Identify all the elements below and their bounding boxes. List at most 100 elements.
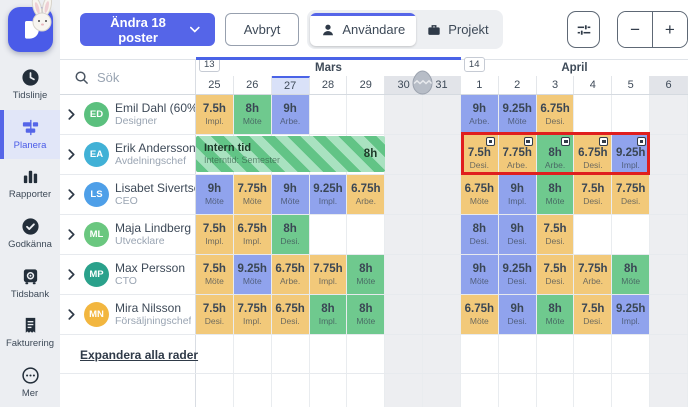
day-header[interactable]: 6 bbox=[650, 76, 688, 94]
row-expander-chevron[interactable] bbox=[68, 109, 78, 120]
schedule-cell[interactable]: 7.5h Desi. bbox=[196, 295, 234, 334]
row-expander-chevron[interactable] bbox=[68, 189, 78, 200]
shift-block[interactable]: 9.25h Möte bbox=[233, 255, 271, 294]
day-header[interactable]: 1 bbox=[461, 76, 499, 94]
zoom-in-button[interactable]: + bbox=[652, 12, 687, 47]
sidebar-item-rapporter[interactable]: Rapporter bbox=[0, 159, 60, 209]
sidebar-item-tidslinje[interactable]: Tidslinje bbox=[0, 60, 60, 110]
shift-block[interactable]: 6.75h Arbe. bbox=[271, 255, 309, 294]
schedule-cell[interactable] bbox=[423, 255, 461, 294]
schedule-cell[interactable] bbox=[650, 295, 688, 334]
schedule-cell[interactable] bbox=[650, 95, 688, 134]
schedule-cell[interactable]: 9.25h Desi. bbox=[498, 255, 537, 294]
shift-block[interactable]: 8h Möte bbox=[347, 255, 385, 294]
schedule-cell[interactable] bbox=[612, 215, 651, 254]
schedule-cell[interactable]: 7.75h Möte bbox=[233, 175, 272, 214]
expand-all-rows-link[interactable]: Expandera alla rader bbox=[80, 348, 199, 362]
shift-block[interactable]: 9h Möte bbox=[271, 175, 309, 214]
shift-block[interactable]: 7.75h Impl. bbox=[233, 295, 271, 334]
day-header[interactable]: 30 bbox=[385, 76, 424, 94]
shift-block[interactable]: 7.75h Arbe. bbox=[498, 135, 536, 174]
shift-block[interactable]: 7.5h Impl. bbox=[196, 95, 233, 134]
schedule-cell[interactable]: 7.75h Arbe. bbox=[498, 135, 537, 174]
shift-block[interactable]: 9.25h Impl. bbox=[612, 135, 650, 174]
day-header[interactable]: 2 bbox=[499, 76, 537, 94]
schedule-cell[interactable]: 8h Möte bbox=[536, 175, 575, 214]
shift-block[interactable]: 9h Arbe. bbox=[271, 95, 309, 134]
shift-block[interactable]: 6.75h Möte bbox=[460, 175, 498, 214]
shift-block[interactable]: 8h Möte bbox=[347, 295, 385, 334]
schedule-cell[interactable]: 9h Desi. bbox=[498, 215, 537, 254]
filter-settings-button[interactable] bbox=[566, 11, 601, 48]
schedule-cell[interactable]: 7.75h Impl. bbox=[233, 295, 272, 334]
schedule-cell[interactable] bbox=[310, 95, 348, 134]
shift-block[interactable]: 9h Desi. bbox=[498, 295, 536, 334]
schedule-cell[interactable]: 7.5h Desi. bbox=[574, 295, 613, 334]
schedule-cell[interactable]: 7.5h Desi. bbox=[536, 255, 575, 294]
zoom-out-button[interactable]: − bbox=[618, 12, 653, 47]
cell-checkbox[interactable] bbox=[599, 137, 609, 146]
shift-block[interactable]: 7.5h Desi. bbox=[196, 295, 233, 334]
schedule-cell[interactable]: 9h Arbe. bbox=[271, 95, 310, 134]
schedule-cell[interactable]: 7.5h Impl. bbox=[196, 95, 234, 134]
schedule-cell[interactable] bbox=[423, 175, 461, 214]
schedule-cell[interactable]: 8h Arbe. bbox=[536, 135, 575, 174]
schedule-cell[interactable] bbox=[612, 95, 651, 134]
schedule-cell[interactable]: 7.75h Desi. bbox=[612, 175, 651, 214]
day-header[interactable]: 29 bbox=[347, 76, 386, 94]
shift-block[interactable]: 6.75h Arbe. bbox=[347, 175, 385, 214]
schedule-cell[interactable] bbox=[385, 295, 424, 334]
schedule-cell[interactable]: 9.25h Möte bbox=[498, 95, 537, 134]
day-header[interactable]: 4 bbox=[574, 76, 613, 94]
cell-checkbox[interactable] bbox=[523, 137, 533, 146]
schedule-cell[interactable] bbox=[650, 255, 688, 294]
schedule-cell[interactable]: 8h Möte bbox=[347, 255, 386, 294]
schedule-cell[interactable]: 6.75h Impl. bbox=[233, 215, 272, 254]
schedule-cell[interactable]: 9h Arbe. bbox=[460, 95, 499, 134]
day-header[interactable]: 3 bbox=[537, 76, 575, 94]
row-expander-chevron[interactable] bbox=[68, 269, 78, 280]
search-input[interactable] bbox=[97, 69, 187, 85]
shift-block[interactable]: 8h Möte bbox=[612, 255, 650, 294]
schedule-cell[interactable]: 8h Desi. bbox=[460, 215, 499, 254]
shift-block[interactable]: 9.25h Impl. bbox=[309, 175, 347, 214]
schedule-cell[interactable] bbox=[650, 175, 688, 214]
internal-time-band[interactable]: Intern tid Interntid: Semester 8h bbox=[196, 136, 386, 172]
day-header[interactable]: 27 bbox=[271, 76, 310, 94]
shift-block[interactable]: 6.75h Desi. bbox=[536, 95, 574, 134]
schedule-cell[interactable] bbox=[423, 295, 461, 334]
schedule-cell[interactable]: 8h Möte bbox=[347, 295, 386, 334]
cell-checkbox[interactable] bbox=[485, 137, 495, 146]
day-header[interactable]: 28 bbox=[310, 76, 348, 94]
cancel-button[interactable]: Avbryt bbox=[224, 13, 300, 46]
schedule-cell[interactable]: 7.5h Impl. bbox=[196, 215, 234, 254]
row-expander-chevron[interactable] bbox=[68, 309, 78, 320]
day-header[interactable]: 5 bbox=[612, 76, 651, 94]
shift-block[interactable]: 7.5h Desi. bbox=[574, 175, 612, 214]
schedule-cell[interactable]: 9h Desi. bbox=[498, 295, 537, 334]
schedule-cell[interactable]: 6.75h Arbe. bbox=[271, 255, 310, 294]
shift-block[interactable]: 7.5h Desi. bbox=[536, 215, 574, 254]
schedule-cell[interactable] bbox=[385, 95, 424, 134]
schedule-cell[interactable] bbox=[347, 215, 386, 254]
shift-block[interactable]: 7.75h Desi. bbox=[612, 175, 650, 214]
schedule-cell[interactable] bbox=[385, 175, 424, 214]
shift-block[interactable]: 9.25h Desi. bbox=[498, 255, 536, 294]
shift-block[interactable]: 8h Desi. bbox=[271, 215, 309, 254]
shift-block[interactable]: 7.5h Möte bbox=[196, 255, 233, 294]
schedule-cell[interactable] bbox=[347, 95, 386, 134]
schedule-cell[interactable]: 8h Möte bbox=[233, 95, 272, 134]
shift-block[interactable]: 9h Möte bbox=[196, 175, 233, 214]
sidebar-item-planera[interactable]: Planera bbox=[0, 109, 60, 160]
shift-block[interactable]: 7.5h Desi. bbox=[536, 255, 574, 294]
shift-block[interactable]: 8h Impl. bbox=[309, 295, 347, 334]
row-expander-chevron[interactable] bbox=[68, 149, 78, 160]
schedule-cell[interactable] bbox=[385, 135, 424, 174]
shift-block[interactable]: 8h Möte bbox=[233, 95, 271, 134]
schedule-cell[interactable]: 6.75h Desi. bbox=[271, 295, 310, 334]
schedule-cell[interactable]: 6.75h Desi. bbox=[574, 135, 613, 174]
shift-block[interactable]: 7.75h Möte bbox=[233, 175, 271, 214]
shift-block[interactable]: 7.5h Desi. bbox=[574, 295, 612, 334]
schedule-cell[interactable] bbox=[650, 215, 688, 254]
shift-block[interactable]: 9h Arbe. bbox=[460, 95, 498, 134]
